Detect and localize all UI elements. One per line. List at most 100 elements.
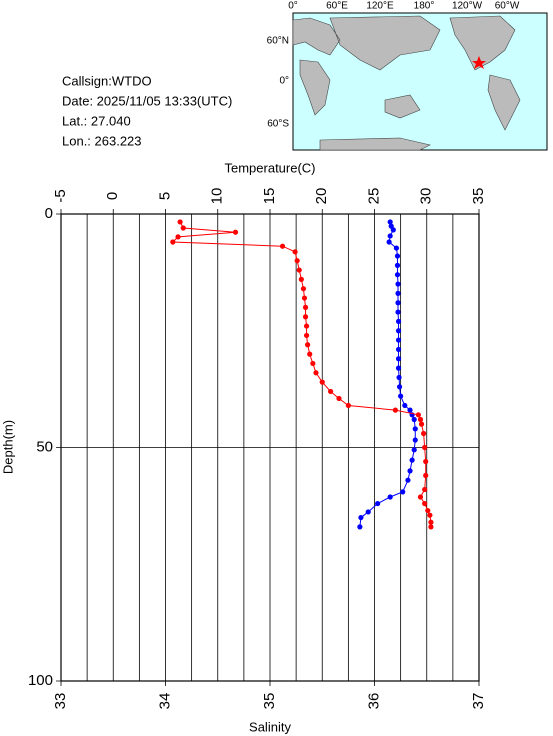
profile-point	[425, 507, 431, 514]
profile-point	[428, 524, 434, 530]
x-tick-label: 33	[52, 693, 69, 710]
map-inset: 0° 60°E 120°E 180° 120°W 60°W 60°N 0° 60…	[267, 1, 548, 151]
profile-point	[313, 370, 319, 376]
lat-label: 0°	[279, 76, 289, 87]
lon-label: 120°E	[366, 1, 394, 12]
profile-point	[428, 519, 434, 525]
lon-label: 60°E	[326, 1, 348, 12]
lat-label: 60°S	[267, 119, 289, 130]
profile-point	[387, 233, 393, 239]
profile-point	[422, 500, 428, 507]
x-axis-label: Salinity	[249, 719, 291, 734]
profile-point	[298, 276, 304, 282]
profile-point	[357, 524, 363, 530]
profile-point	[345, 402, 351, 409]
profile-point	[394, 253, 401, 259]
x2-tick-label: 10	[209, 188, 226, 205]
profile-point	[407, 407, 413, 413]
profile-point	[392, 407, 398, 413]
profile-point	[170, 239, 176, 245]
x2-tick-label: 5	[156, 192, 173, 200]
profile-point	[300, 286, 307, 292]
profile-point	[400, 489, 406, 495]
profile-point	[418, 421, 425, 427]
date: Date: 2025/11/05 13:33(UTC)	[62, 93, 232, 108]
profile-point	[422, 486, 428, 493]
profile-point	[387, 219, 393, 225]
callsign: Callsign:WTDO	[62, 73, 152, 88]
profile-point	[396, 374, 402, 381]
profile-point	[417, 416, 424, 423]
longitude: Lon.: 263.223	[62, 133, 142, 148]
profile-point	[175, 234, 181, 240]
profile-point	[417, 494, 424, 500]
profile-point	[421, 430, 427, 437]
x2-tick-label: 15	[261, 188, 278, 205]
profile-point	[427, 512, 433, 518]
profile-point	[415, 412, 421, 418]
x2-tick-label: 20	[313, 188, 330, 205]
y-tick-label: 0	[45, 205, 53, 222]
profile-point	[395, 281, 401, 287]
profile-point	[395, 346, 402, 353]
profile-point	[305, 342, 311, 348]
lat-label: 60°N	[267, 36, 289, 47]
profile-point	[303, 332, 310, 339]
plot-frame	[60, 213, 480, 682]
profile-point	[395, 318, 402, 325]
profile-point	[422, 444, 428, 451]
lon-label: 0°	[288, 1, 298, 12]
profile-point	[395, 365, 402, 371]
map-land	[292, 15, 521, 151]
profile-point	[395, 356, 402, 362]
profile-point	[307, 351, 313, 357]
x2-tick-label: 0	[104, 192, 121, 200]
profile-line	[171, 221, 432, 527]
profile-point	[423, 458, 429, 465]
x-tick-label: 34	[156, 693, 173, 710]
x-tick-label: 36	[365, 693, 382, 710]
x2-tick-label: 25	[365, 188, 382, 205]
profile-point	[232, 229, 239, 235]
profile-point	[398, 393, 404, 399]
profile-point	[396, 384, 403, 390]
profile-point	[393, 245, 400, 251]
profile-point	[407, 468, 413, 474]
profile-point	[180, 225, 186, 231]
lon-label: 180°	[414, 1, 435, 12]
profile-point	[296, 267, 302, 273]
lon-label: 60°W	[495, 1, 520, 12]
profile-point	[395, 328, 402, 334]
x2-axis-label: Temperature(C)	[224, 160, 315, 175]
profile-point	[390, 227, 396, 233]
profile-point	[409, 457, 415, 463]
y-tick-label: 100	[28, 672, 53, 689]
x2-tick-label: 30	[418, 188, 435, 205]
profile-point	[302, 314, 309, 320]
location-star	[472, 56, 486, 69]
lon-label: 120°W	[452, 1, 483, 12]
profile-point	[387, 494, 393, 500]
profile-point	[412, 426, 418, 432]
y-axis-label: Depth(m)	[0, 420, 15, 474]
profile-point	[319, 379, 325, 385]
profile-point	[411, 416, 417, 423]
y-tick-label: 50	[36, 438, 53, 455]
profile-point	[303, 323, 310, 329]
x-tick-label: 37	[470, 693, 487, 710]
x2-tick-label: 35	[470, 188, 487, 205]
profile-point	[302, 304, 309, 310]
latitude: Lat.: 27.040	[62, 113, 131, 128]
x2-tick-label: -5	[52, 189, 69, 202]
profile-point	[395, 337, 402, 343]
profile-point	[336, 395, 342, 402]
x-tick-label: 35	[261, 693, 278, 710]
profile-point	[386, 239, 392, 245]
profile-point	[310, 360, 316, 367]
profile-point	[402, 402, 408, 409]
profile-point	[279, 243, 286, 249]
profile-point	[358, 514, 364, 521]
profile-point	[365, 509, 371, 515]
profile-point	[301, 295, 308, 301]
